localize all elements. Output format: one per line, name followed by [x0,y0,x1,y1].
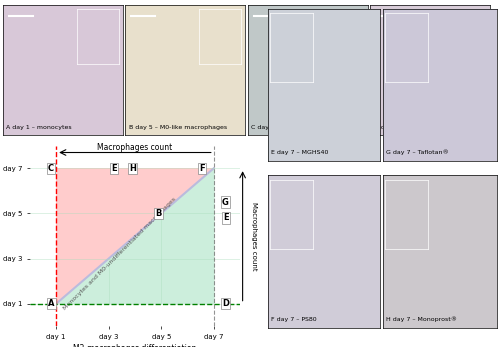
Text: Monocytes and M0-undifferentiated macrophages: Monocytes and M0-undifferentiated macrop… [63,196,178,311]
Polygon shape [56,168,214,304]
Text: G: G [222,198,229,206]
Text: A day 1 – monocytes: A day 1 – monocytes [6,125,71,130]
Text: F: F [199,164,205,173]
Text: A: A [48,299,54,308]
Text: B: B [156,209,162,218]
Text: C: C [48,164,54,173]
Text: H: H [129,164,136,173]
Text: E: E [223,213,228,222]
Text: B day 5 – M0-like macrophages: B day 5 – M0-like macrophages [128,125,226,130]
Text: C day 7 – M1-like macrophages: C day 7 – M1-like macrophages [251,125,350,130]
Text: F day 7 – PS80: F day 7 – PS80 [271,317,316,322]
X-axis label: M2-macrophages differentiation: M2-macrophages differentiation [74,344,196,347]
Polygon shape [56,168,214,304]
Text: D day 7 – M2-like macrophages: D day 7 – M2-like macrophages [374,125,472,130]
Text: D: D [222,299,229,308]
Text: E: E [111,164,117,173]
Text: H day 7 – Monoprost®: H day 7 – Monoprost® [386,316,457,322]
Text: G day 7 – Taflotan®: G day 7 – Taflotan® [386,150,448,155]
Text: Macrophages count: Macrophages count [98,143,172,152]
Text: Macrophages count: Macrophages count [252,202,258,270]
Text: E day 7 – MGHS40: E day 7 – MGHS40 [271,150,328,155]
